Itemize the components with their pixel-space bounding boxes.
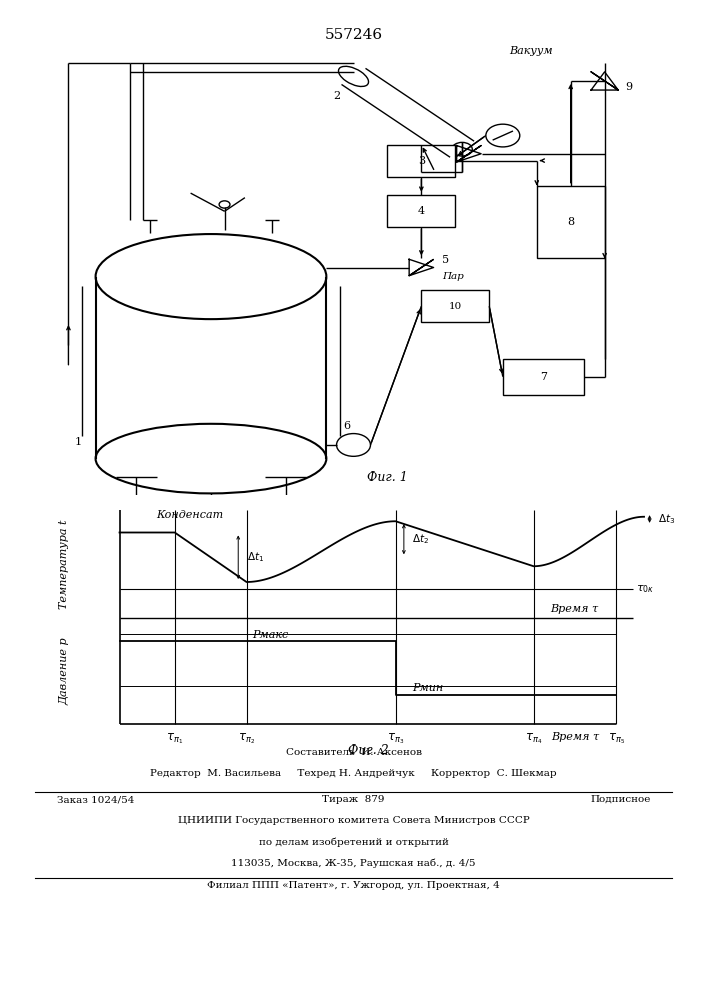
Text: Время τ: Время τ bbox=[550, 603, 598, 613]
Circle shape bbox=[219, 201, 230, 208]
Text: Давление р: Давление р bbox=[59, 637, 69, 705]
Text: 5: 5 bbox=[442, 255, 449, 265]
Text: 8: 8 bbox=[567, 217, 574, 227]
Text: 7: 7 bbox=[540, 372, 547, 382]
Text: Редактор  М. Васильева     Техред Н. Андрейчук     Корректор  С. Шекмар: Редактор М. Васильева Техред Н. Андрейчу… bbox=[150, 769, 557, 778]
Text: Температура t: Температура t bbox=[59, 519, 69, 609]
Text: $\Delta t_3$: $\Delta t_3$ bbox=[658, 512, 675, 526]
Bar bbox=[537, 186, 604, 258]
Text: по делам изобретений и открытий: по делам изобретений и открытий bbox=[259, 837, 448, 847]
Bar bbox=[387, 195, 455, 227]
Circle shape bbox=[486, 124, 520, 147]
Text: Подписное: Подписное bbox=[590, 795, 650, 804]
Text: $\Delta t_2$: $\Delta t_2$ bbox=[412, 532, 429, 546]
Text: 3: 3 bbox=[418, 156, 425, 166]
Bar bbox=[387, 145, 455, 176]
Text: $\tau_{\pi_5}$: $\tau_{\pi_5}$ bbox=[608, 732, 625, 746]
Text: Филиал ППП «Патент», г. Ужгород, ул. Проектная, 4: Филиал ППП «Патент», г. Ужгород, ул. Про… bbox=[207, 881, 500, 890]
Text: Конденсат: Конденсат bbox=[157, 510, 224, 520]
Text: Составитель  И. Аксенов: Составитель И. Аксенов bbox=[286, 748, 421, 757]
Text: Тираж  879: Тираж 879 bbox=[322, 795, 385, 804]
Text: Пар: Пар bbox=[442, 272, 464, 281]
Circle shape bbox=[337, 434, 370, 456]
Text: $\tau_{\pi_4}$: $\tau_{\pi_4}$ bbox=[525, 732, 542, 746]
Text: $\tau_{\pi_1}$: $\tau_{\pi_1}$ bbox=[166, 732, 183, 746]
Text: 557246: 557246 bbox=[325, 28, 382, 42]
Text: 4: 4 bbox=[418, 206, 425, 216]
Text: 9: 9 bbox=[625, 82, 632, 92]
Bar bbox=[503, 359, 584, 395]
Ellipse shape bbox=[95, 234, 327, 319]
Text: Рмакс: Рмакс bbox=[252, 630, 288, 640]
Text: Заказ 1024/54: Заказ 1024/54 bbox=[57, 795, 134, 804]
Text: Вакуум: Вакуум bbox=[510, 46, 554, 56]
Text: 6: 6 bbox=[344, 421, 351, 431]
Text: Рмин: Рмин bbox=[412, 683, 443, 693]
Text: $\tau_{0\kappa}$: $\tau_{0\kappa}$ bbox=[636, 583, 654, 595]
Text: Фиг. 1: Фиг. 1 bbox=[367, 471, 408, 484]
Text: $\tau_{\pi_3}$: $\tau_{\pi_3}$ bbox=[387, 732, 404, 746]
Text: 1: 1 bbox=[75, 437, 82, 447]
Ellipse shape bbox=[95, 424, 327, 493]
Text: Фиг. 2: Фиг. 2 bbox=[348, 744, 388, 757]
Bar bbox=[421, 290, 489, 322]
Text: $\Delta t_1$: $\Delta t_1$ bbox=[247, 550, 264, 564]
Text: ЦНИИПИ Государственного комитета Совета Министров СССР: ЦНИИПИ Государственного комитета Совета … bbox=[177, 816, 530, 825]
Ellipse shape bbox=[339, 66, 368, 86]
Text: Время τ: Время τ bbox=[551, 732, 599, 742]
Circle shape bbox=[452, 142, 472, 156]
Text: 113035, Москва, Ж-35, Раушская наб., д. 4/5: 113035, Москва, Ж-35, Раушская наб., д. … bbox=[231, 858, 476, 868]
Text: $\tau_{\pi_2}$: $\tau_{\pi_2}$ bbox=[238, 732, 255, 746]
Text: 2: 2 bbox=[333, 91, 340, 101]
Text: 10: 10 bbox=[449, 302, 462, 311]
